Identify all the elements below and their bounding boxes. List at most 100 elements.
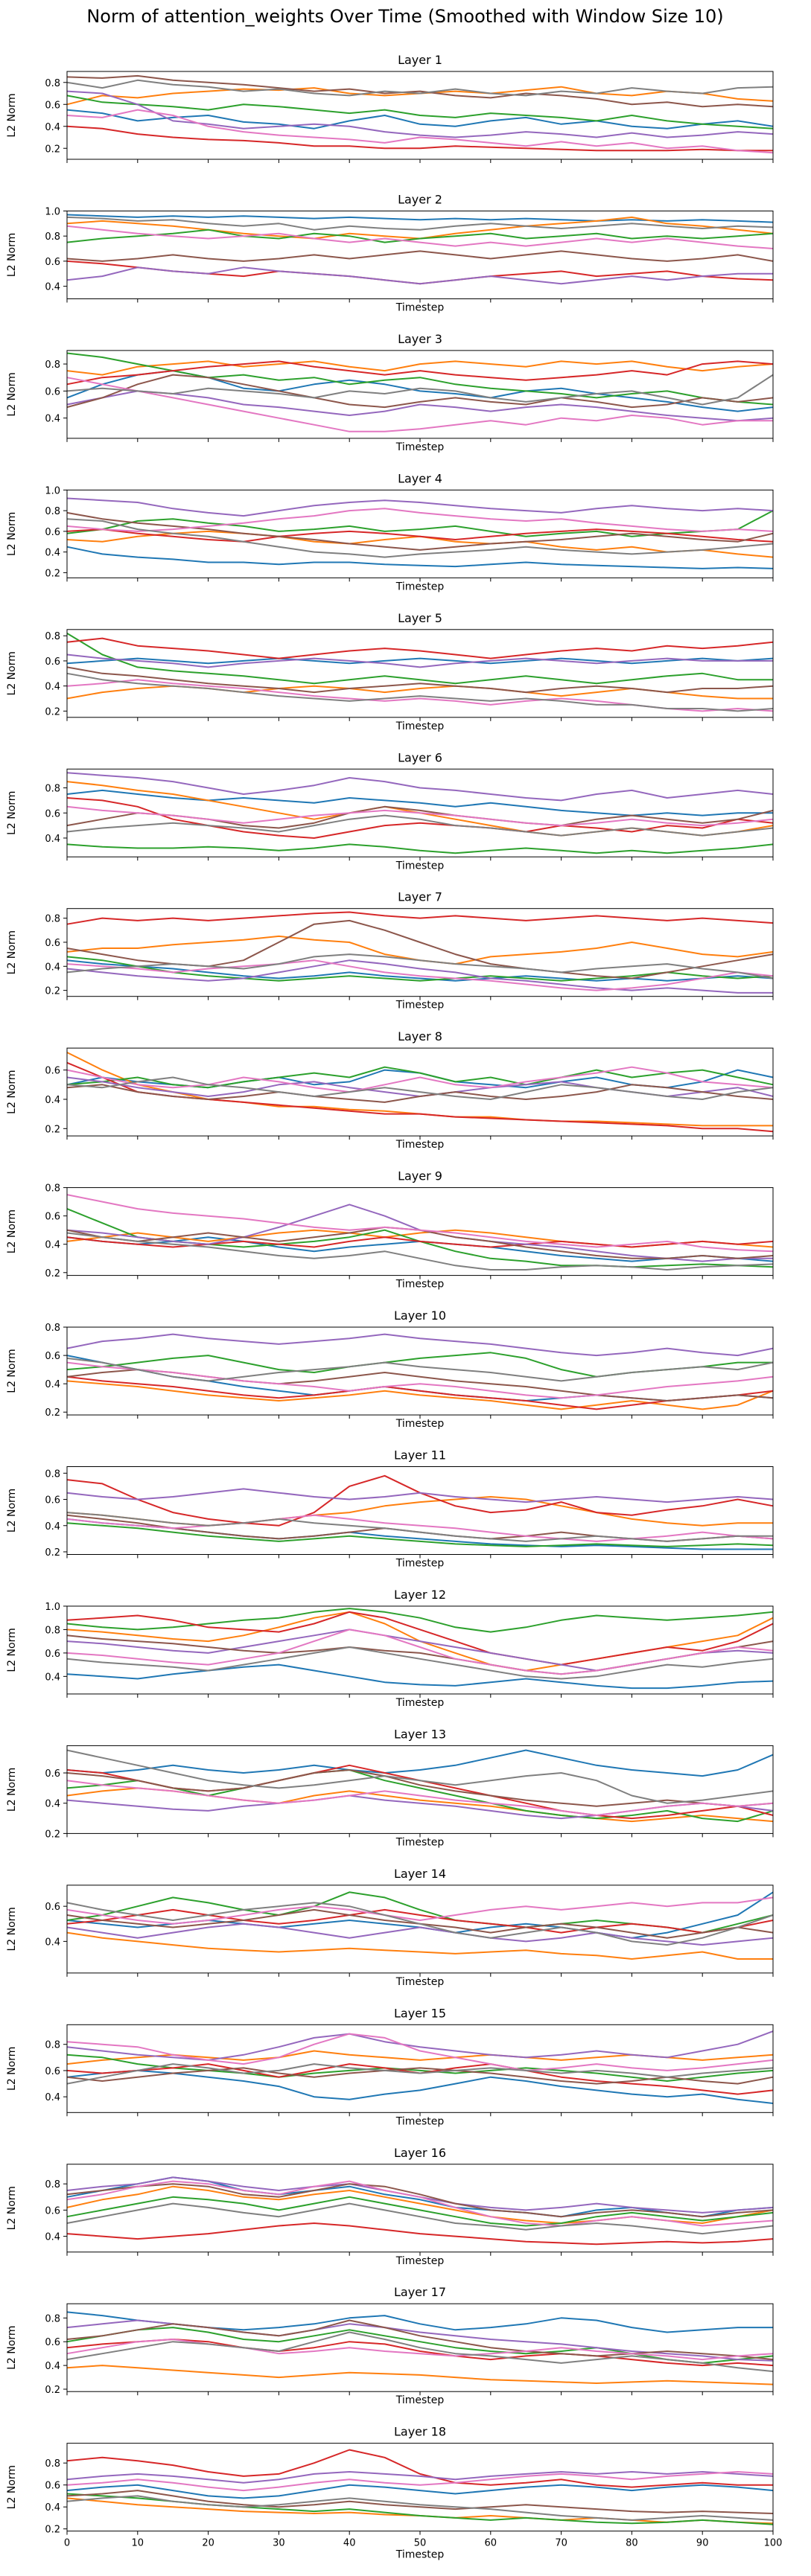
y-tick-label: 0.8 — [45, 231, 60, 243]
y-tick-label: 0.4 — [45, 1521, 60, 1533]
x-tick-label: 50 — [414, 2538, 427, 2549]
series-line — [66, 2196, 774, 2227]
y-tick-label: 0.8 — [45, 631, 60, 642]
y-axis-label: L2 Norm — [6, 233, 18, 277]
series-line — [66, 2067, 774, 2085]
panel-title: Layer 3 — [398, 332, 442, 346]
y-tick-label: 0.6 — [45, 2205, 60, 2217]
series-line — [66, 497, 774, 517]
series-line — [66, 2449, 773, 2488]
panel-title: Layer 17 — [394, 2285, 446, 2299]
chart-panel: Layer 8 L2 Norm 0.2 0.4 0.6 Timestep — [6, 1029, 774, 1151]
y-tick-label: 1.0 — [45, 1602, 60, 1613]
series-line — [66, 1052, 773, 1127]
figure-title: Norm of attention_weights Over Time (Smo… — [86, 6, 723, 27]
series-line — [66, 2185, 774, 2224]
series-line — [66, 79, 774, 97]
series-line — [66, 2495, 774, 2521]
y-axis-label: L2 Norm — [6, 1907, 18, 1951]
panel-title: Layer 4 — [398, 471, 442, 485]
panel-title: Layer 9 — [398, 1169, 442, 1183]
y-tick-label: 0.6 — [45, 1212, 60, 1223]
panel-title: Layer 7 — [398, 890, 442, 904]
y-axis-label: L2 Norm — [6, 1489, 18, 1533]
y-axis-label: L2 Norm — [6, 512, 18, 556]
series-line — [66, 1931, 773, 1960]
series-line — [66, 2033, 774, 2071]
y-tick-label: 0.8 — [45, 2313, 60, 2324]
chart-panel: Layer 1 L2 Norm 0.2 0.4 0.6 0.8 — [6, 53, 774, 163]
y-tick-label: 1.0 — [45, 485, 60, 496]
y-tick-label: 0.8 — [45, 1625, 60, 1636]
y-tick-label: 0.4 — [45, 1799, 60, 1810]
y-axis-label: L2 Norm — [6, 1070, 18, 1113]
series-line — [66, 1522, 774, 1547]
series-line — [66, 125, 773, 152]
series-line — [66, 1514, 774, 1542]
series-line — [66, 2222, 774, 2246]
series-line — [66, 528, 774, 543]
plot-frame — [66, 768, 774, 857]
series-line — [66, 1375, 774, 1410]
y-tick-label: 0.6 — [45, 1066, 60, 1077]
series-line — [66, 2490, 774, 2514]
series-line — [66, 374, 774, 406]
series-line — [66, 959, 774, 991]
series-line — [66, 1226, 774, 1259]
plot-frame — [66, 2164, 774, 2253]
series-line — [66, 1380, 774, 1410]
series-line — [66, 374, 774, 409]
x-axis-label: Timestep — [395, 581, 445, 592]
chart-panel: Layer 13 L2 Norm 0.2 0.4 0.6 Timestep — [6, 1727, 774, 1848]
chart-panel: Layer 7 L2 Norm 0.2 0.4 0.6 0.8 Timestep — [6, 890, 774, 1011]
x-axis-label: Timestep — [395, 2549, 445, 2561]
plot-frame — [66, 1605, 774, 1695]
panel-title: Layer 18 — [394, 2425, 446, 2439]
panel-title: Layer 1 — [398, 53, 442, 67]
series-line — [66, 1512, 773, 1542]
series-line — [66, 1084, 774, 1103]
y-tick-label: 0.4 — [45, 2232, 60, 2243]
chart-panel: Layer 9 L2 Norm 0.2 0.4 0.6 0.8 Timestep — [6, 1169, 774, 1291]
series-line — [66, 2063, 774, 2085]
chart-panel: Layer 17 L2 Norm 0.2 0.4 0.6 0.8 Timestep — [6, 2285, 774, 2406]
panel-title: Layer 2 — [398, 192, 442, 206]
series-line — [66, 1923, 774, 1946]
x-axis-label: Timestep — [395, 2394, 445, 2406]
y-tick-label: 0.2 — [45, 2385, 60, 2396]
series-line — [66, 546, 774, 569]
x-axis-label: Timestep — [395, 1697, 445, 1709]
series-line — [66, 2319, 774, 2362]
y-tick-label: 0.6 — [45, 1351, 60, 1362]
y-tick-label: 0.4 — [45, 1095, 60, 1106]
series-line — [66, 352, 774, 406]
y-tick-label: 0.4 — [45, 2361, 60, 2372]
y-tick-label: 0.4 — [45, 122, 60, 133]
y-axis-label: L2 Norm — [6, 2186, 18, 2230]
series-line — [66, 1749, 774, 1777]
y-tick-label: 0.4 — [45, 1672, 60, 1683]
plot-frame — [66, 71, 774, 160]
x-axis-label: Timestep — [395, 720, 445, 732]
x-axis-label: Timestep — [395, 1139, 445, 1151]
x-axis-label: Timestep — [395, 1558, 445, 1570]
y-axis-label: L2 Norm — [6, 1628, 18, 1672]
x-axis-label: Timestep — [395, 2255, 445, 2267]
series-line — [66, 377, 773, 432]
series-line — [66, 959, 773, 994]
x-axis-label: Timestep — [395, 1279, 445, 1291]
y-tick-label: 0.8 — [45, 784, 60, 795]
x-axis-label: Timestep — [395, 301, 445, 313]
series-line — [66, 1663, 774, 1690]
plot-frame — [66, 629, 774, 718]
y-tick-label: 0.6 — [45, 386, 60, 397]
panel-title: Layer 14 — [394, 1867, 446, 1881]
series-line — [66, 74, 774, 108]
plot-frame — [66, 1187, 774, 1276]
series-line — [66, 90, 774, 138]
y-tick-label: 0.4 — [45, 682, 60, 693]
y-tick-label: 0.2 — [45, 1829, 60, 1840]
plot-frame — [66, 1047, 774, 1137]
y-tick-label: 0.6 — [45, 1649, 60, 1660]
